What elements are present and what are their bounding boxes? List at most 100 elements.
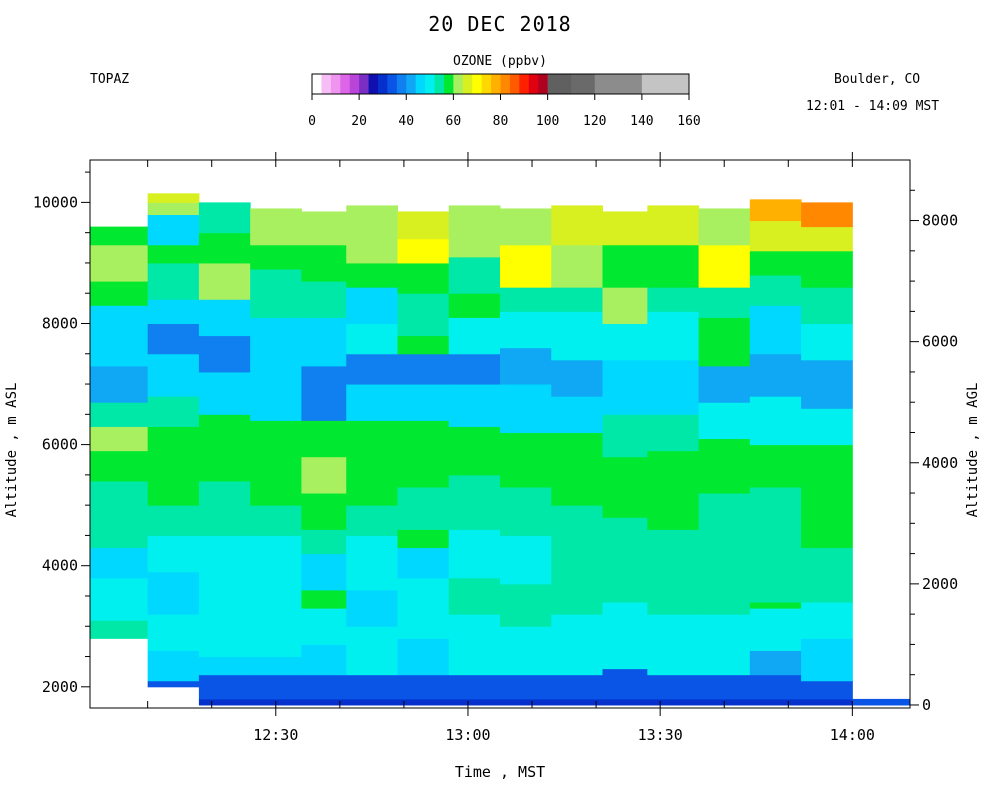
colorbar-swatch — [340, 74, 351, 94]
ozone-cell — [346, 626, 398, 676]
ozone-cell — [397, 353, 450, 385]
y-right-tick-label: 8000 — [922, 212, 958, 230]
ozone-cell — [602, 602, 648, 670]
chart-title: 20 DEC 2018 — [428, 12, 572, 36]
y-right-tick-label: 2000 — [922, 575, 958, 593]
ozone-cell — [250, 674, 302, 700]
ozone-cell — [397, 384, 450, 421]
ozone-cell — [346, 535, 398, 591]
ozone-cell — [250, 505, 302, 536]
ozone-cell — [647, 287, 700, 312]
plot-frame — [89, 159, 911, 709]
colorbar-tick-label: 20 — [351, 114, 367, 129]
ozone-cell — [250, 535, 302, 597]
ozone-cell — [801, 602, 853, 639]
colorbar-swatch — [641, 74, 690, 94]
ozone-cell — [647, 565, 700, 615]
ozone-cell — [647, 698, 700, 706]
ozone-cell — [250, 656, 302, 676]
ozone-cell — [551, 205, 603, 246]
ozone-cell — [647, 205, 700, 246]
ozone-cell — [198, 480, 251, 536]
colorbar-title: OZONE (ppbv) — [453, 54, 547, 69]
ozone-cell — [749, 396, 802, 446]
x-tick-label: 14:00 — [830, 726, 875, 744]
ozone-cell — [90, 281, 149, 306]
colorbar-swatch — [547, 74, 572, 94]
ozone-cell — [647, 311, 700, 361]
y-axis-label-right: Altitude , m AGL — [965, 382, 981, 518]
ozone-cell — [346, 698, 398, 706]
ozone-cell — [250, 420, 302, 458]
ozone-cell — [346, 384, 398, 421]
ozone-cell — [602, 359, 648, 415]
ozone-cell — [602, 553, 648, 603]
ozone-cell — [198, 335, 251, 373]
ozone-cell — [448, 226, 501, 258]
ozone-cell — [198, 414, 251, 458]
ozone-cell — [346, 232, 398, 264]
ozone-cell — [448, 317, 501, 355]
ozone-cell — [602, 517, 648, 555]
colorbar-swatch — [321, 74, 332, 94]
colorbar-swatch — [359, 74, 369, 94]
ozone-cell — [448, 577, 501, 615]
ozone-cell — [647, 450, 700, 530]
ozone-cell — [90, 365, 149, 403]
colorbar-tick-label: 140 — [630, 114, 653, 129]
colorbar-swatch — [434, 74, 445, 94]
y-left-tick-label: 2000 — [42, 678, 78, 696]
site-label: TOPAZ — [90, 72, 130, 87]
ozone-cell — [801, 226, 853, 252]
ozone-cell — [801, 408, 853, 446]
ozone-cell — [90, 305, 149, 367]
ozone-cell — [500, 432, 552, 452]
ozone-cell — [147, 323, 200, 355]
ozone-cell — [551, 614, 603, 676]
ozone-cell — [448, 205, 501, 228]
ozone-cell — [397, 698, 450, 706]
colorbar-swatch — [330, 74, 341, 94]
ozone-cell — [647, 414, 700, 452]
colorbar-tick-label: 120 — [583, 114, 606, 129]
ozone-cell — [500, 208, 552, 246]
colorbar-swatch — [415, 74, 426, 94]
ozone-cell — [500, 674, 552, 700]
y-axis-label-left: Altitude , m ASL — [4, 382, 20, 518]
ozone-cell — [448, 529, 501, 579]
ozone-cell — [698, 402, 751, 440]
ozone-cell — [397, 547, 450, 579]
colorbar-swatch — [538, 74, 549, 94]
ozone-cell — [198, 299, 251, 337]
ozone-cell — [647, 674, 700, 700]
ozone-cell — [250, 595, 302, 658]
ozone-cell — [397, 529, 450, 549]
ozone-cell — [90, 402, 149, 427]
ozone-cell — [749, 305, 802, 355]
ozone-cell — [250, 268, 302, 318]
ozone-cell — [198, 698, 251, 706]
ozone-cell — [90, 577, 149, 621]
ozone-cell — [301, 608, 347, 645]
ozone-cell — [346, 444, 398, 506]
colorbar-swatch — [509, 74, 520, 94]
ozone-cell — [749, 353, 802, 397]
ozone-cell — [346, 589, 398, 627]
y-left-tick-label: 4000 — [42, 557, 78, 575]
colorbar-swatch — [462, 74, 473, 94]
ozone-cell — [500, 583, 552, 627]
ozone-cell — [147, 299, 200, 324]
ozone-cell — [397, 293, 450, 337]
ozone-cell — [801, 680, 853, 700]
ozone-cell — [147, 680, 200, 688]
ozone-cell — [90, 547, 149, 579]
ozone-cell — [500, 244, 552, 288]
ozone-cell — [198, 262, 251, 300]
ozone-cell — [147, 505, 200, 536]
ozone-cell — [551, 432, 603, 506]
colorbar-swatch — [500, 74, 511, 94]
ozone-cell — [500, 287, 552, 312]
ozone-cell — [301, 211, 347, 246]
ozone-cell — [397, 486, 450, 530]
